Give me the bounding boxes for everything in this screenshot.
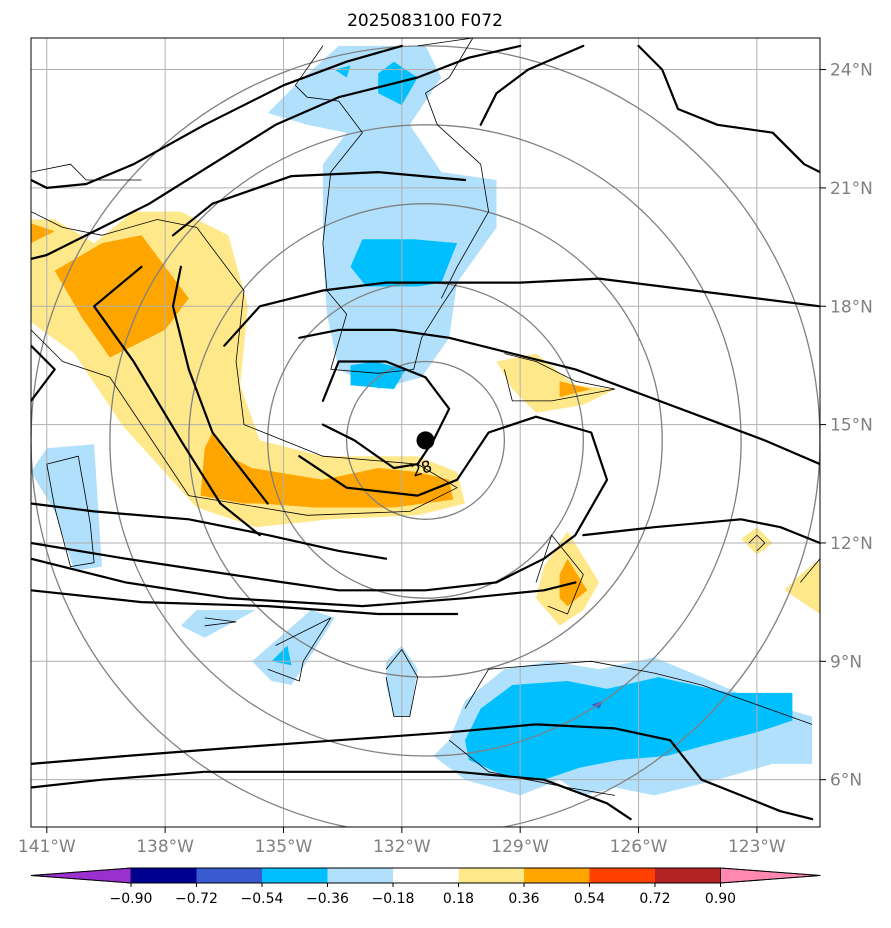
colorbar-segment-7 (589, 868, 655, 883)
x-tick-label-3: 132°W (373, 837, 431, 857)
colorbar-tick-label-0: −0.90 (110, 891, 153, 907)
thick-contour-16 (637, 44, 820, 174)
range-ring-3 (109, 124, 742, 757)
x-tick-label-0: 141°W (18, 837, 76, 857)
thick-contour-17 (479, 44, 585, 126)
x-tick-label-2: 135°W (255, 837, 313, 857)
thin-contour-10 (448, 739, 615, 796)
grid-layer (31, 38, 820, 827)
colorbar-segment-2 (262, 868, 328, 883)
colorbar-tick-label-1: −0.72 (175, 891, 218, 907)
thick-contour-4 (31, 415, 609, 592)
chart-title: 2025083100 F072 (347, 11, 503, 31)
y-tick-label-0: 6°N (830, 771, 862, 791)
thin-contour-2 (417, 38, 490, 299)
colorbar-tick-label-8: 0.72 (639, 891, 670, 907)
thick-contour-2 (31, 344, 56, 402)
x-tick-label-6: 123°W (728, 837, 786, 857)
fill-region-11 (465, 677, 793, 780)
y-tick-label-6: 24°N (830, 61, 873, 81)
fill-region-16 (200, 432, 454, 508)
x-axis: 141°W 138°W 135°W 132°W 129°W 126°W 123°W (18, 827, 786, 857)
plot-area: 28 (31, 38, 820, 827)
range-ring-4 (31, 45, 820, 827)
range-ring-0 (345, 360, 506, 520)
colorbar-tick-label-3: −0.36 (306, 891, 349, 907)
thick-contour-15 (582, 518, 820, 545)
colorbar-extend-low (30, 867, 132, 884)
thick-contour-8 (171, 265, 269, 505)
thin-contour-12 (748, 534, 766, 552)
colorbar-tick-label-4: −0.18 (372, 891, 415, 907)
thin-contour-3 (31, 211, 458, 516)
y-tick-label-3: 15°N (830, 416, 873, 436)
fill-region-8 (271, 645, 292, 666)
thick-contour-11 (298, 328, 820, 466)
range-ring-2 (188, 203, 663, 678)
x-tick-label-4: 129°W (491, 837, 549, 857)
plot-frame (30, 37, 821, 828)
thick-contour-7 (92, 265, 261, 537)
thick-contours-layer (31, 44, 820, 821)
thick-contour-1 (31, 44, 522, 260)
thin-contours-layer (31, 38, 820, 796)
y-tick-label-5: 21°N (830, 179, 873, 199)
range-rings-layer (31, 45, 820, 827)
fill-region-22 (784, 558, 820, 614)
colorbar-tick-label-5: 0.18 (443, 891, 474, 907)
storm-center-marker (416, 431, 435, 450)
y-tick-label-1: 9°N (830, 652, 862, 672)
y-tick-label-2: 12°N (830, 534, 873, 554)
x-tick-label-5: 126°W (610, 837, 668, 857)
colorbar-tick-label-6: 0.36 (508, 891, 539, 907)
thin-contour-9 (464, 660, 813, 725)
colorbar-segment-0 (131, 868, 197, 883)
thin-contour-6 (204, 617, 237, 627)
fill-region-14 (31, 223, 55, 244)
thick-contour-13 (31, 723, 814, 821)
y-tick-label-4: 18°N (830, 297, 873, 317)
thick-contour-10 (223, 277, 820, 347)
colorbar-segment-3 (327, 868, 393, 883)
fill-region-15 (54, 235, 189, 358)
colorbar-segment-5 (458, 868, 524, 883)
x-tick-label-1: 138°W (136, 837, 194, 857)
colorbar-tick-label-9: 0.90 (705, 891, 736, 907)
colorbar-segment-6 (524, 868, 590, 883)
fill-region-4 (334, 65, 351, 78)
fill-region-7 (251, 610, 335, 685)
thin-contour-1 (295, 85, 458, 374)
thin-contour-4 (504, 353, 616, 402)
thin-contour-11 (535, 534, 584, 615)
colorbar-tick-label-2: −0.54 (241, 891, 284, 907)
thick-contour-3 (31, 502, 388, 560)
colorbar: −0.90 −0.72 −0.54 −0.36 −0.18 0.18 0.36 0.54 0.7… (30, 867, 821, 907)
colorbar-tick-label-7: 0.54 (574, 891, 605, 907)
thick-contour-5 (31, 557, 577, 608)
fill-region-17 (496, 353, 615, 413)
colorbar-extend-high (720, 867, 821, 884)
thin-contour-8 (385, 649, 419, 717)
thick-contour-9 (171, 171, 467, 237)
y-axis: 6°N 9°N 12°N 15°N 18°N 21°N 24°N (820, 61, 873, 791)
colorbar-segment-1 (196, 868, 262, 883)
fill-region-0 (267, 45, 497, 390)
thin-contour-14 (31, 163, 142, 181)
fill-region-2 (350, 239, 458, 287)
thick-contour-0 (31, 44, 403, 189)
thick-contour-12 (321, 360, 451, 470)
thin-contour-7 (267, 617, 332, 682)
colorbar-segment-4 (393, 868, 459, 883)
colorbar-segment-8 (655, 868, 721, 883)
thick-contour-6 (31, 589, 459, 616)
thick-contour-14 (31, 770, 632, 821)
thin-contour-13 (799, 558, 820, 614)
